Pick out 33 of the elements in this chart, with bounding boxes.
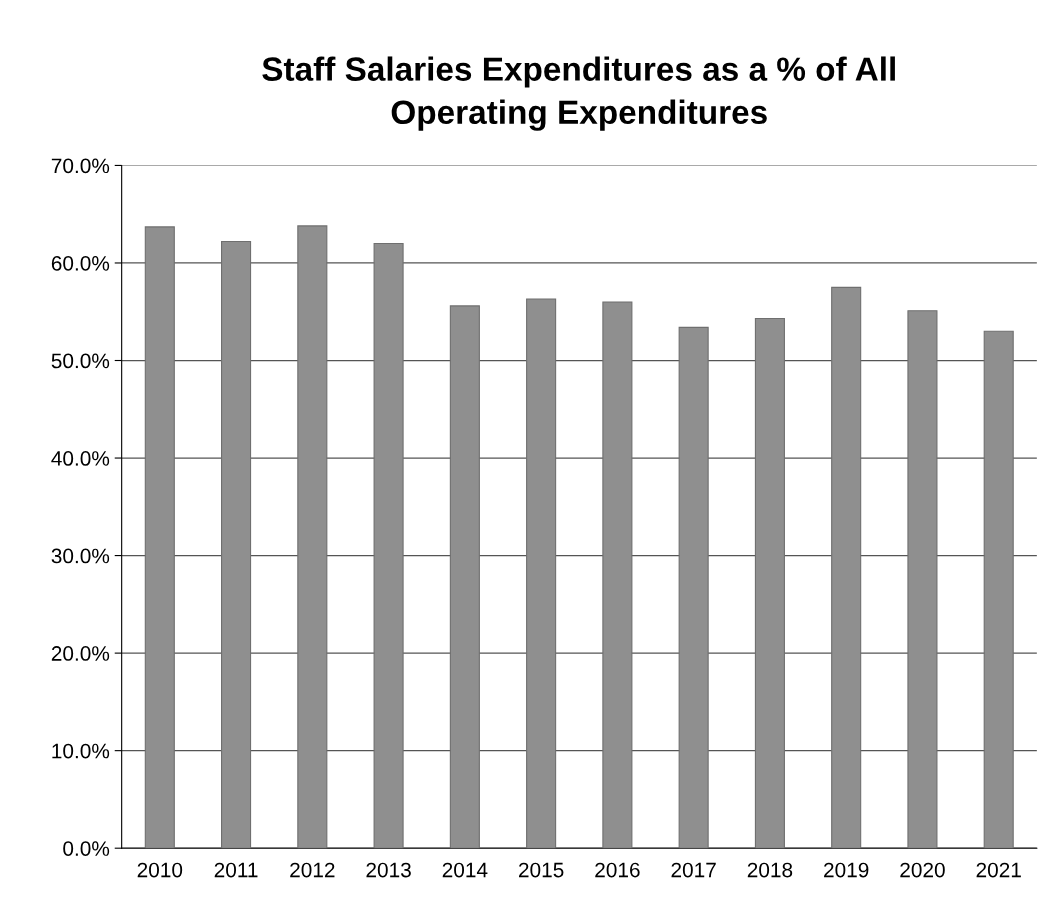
bar [449,305,480,849]
x-tick-label: 2012 [290,862,335,878]
bar [602,301,633,849]
x-tick-label: 2021 [976,862,1021,878]
y-tick-label: 0.0% [63,841,110,856]
x-tick-label: 2011 [214,862,258,878]
bar [831,286,862,849]
y-tick-label: 60.0% [51,255,110,271]
y-tick-label: 50.0% [51,353,110,369]
y-tick-label: 70.0% [51,158,110,174]
bar [144,226,175,849]
bar [297,225,328,849]
y-tick-label: 20.0% [51,646,110,661]
x-tick-label: 2013 [366,862,411,878]
bar [221,240,252,849]
x-tick-label: 2018 [747,862,793,878]
x-tick-label: 2010 [137,862,183,878]
chart-title: Staff Salaries Expenditures as a % of All Operating Expenditures [262,56,895,131]
bar [983,330,1014,849]
x-tick-label: 2014 [442,862,488,878]
x-tick-label: 2019 [824,862,869,878]
y-tick-label: 10.0% [52,743,110,759]
y-tick-label: 30.0% [51,548,110,564]
y-tick-label: 40.0% [51,451,110,466]
bar [526,298,557,849]
bar [678,326,709,849]
x-tick-label: 2016 [595,862,640,878]
bar [907,310,938,849]
x-tick-label: 2020 [900,862,945,878]
bar [373,242,404,849]
x-tick-label: 2017 [671,862,716,878]
bar [754,318,785,849]
x-tick-label: 2015 [519,862,564,878]
